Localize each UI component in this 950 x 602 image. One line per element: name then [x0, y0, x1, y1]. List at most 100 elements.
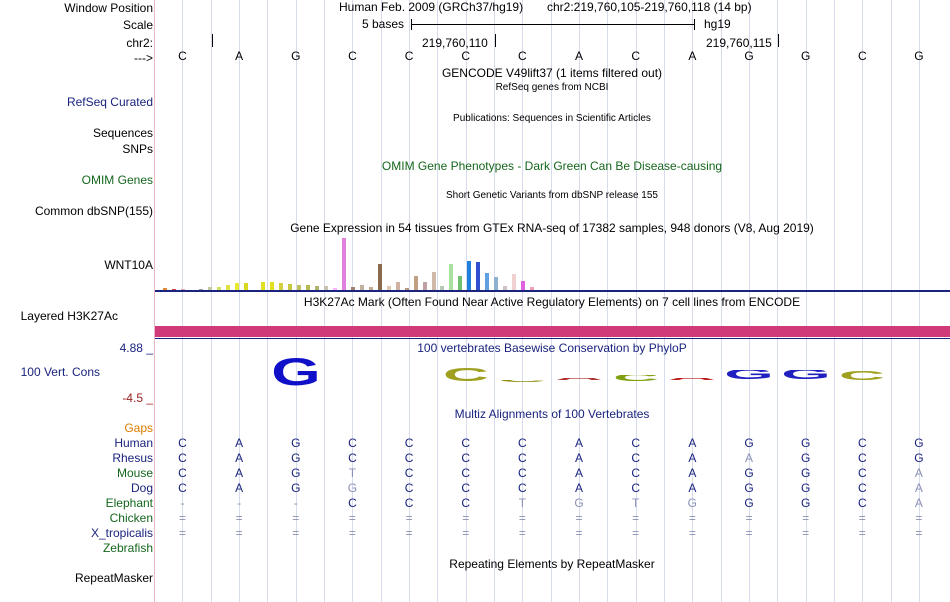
- gtex-tissue-bar[interactable]: [440, 286, 445, 290]
- alignment-base: A: [235, 466, 244, 480]
- gtex-tissue-bar[interactable]: [377, 264, 382, 290]
- alignment-base: C: [857, 451, 867, 465]
- gtex-tissue-bar[interactable]: [485, 273, 490, 290]
- track-title-multiz[interactable]: Multiz Alignments of 100 Vertebrates: [454, 407, 650, 421]
- alignment-base: C: [178, 481, 187, 495]
- track-title-dbsnp[interactable]: Short Genetic Variants from dbSNP releas…: [446, 190, 658, 201]
- track-title-publications[interactable]: Publications: Sequences in Scientific Ar…: [453, 113, 651, 124]
- species-label[interactable]: Chicken: [109, 511, 153, 525]
- label-chrom[interactable]: chr2:: [126, 36, 153, 50]
- gtex-tissue-bar[interactable]: [467, 261, 472, 290]
- reference-base: A: [688, 49, 697, 63]
- alignment-base: =: [745, 526, 753, 540]
- gtex-tissue-bar[interactable]: [261, 282, 266, 290]
- alignment-base: =: [858, 511, 866, 525]
- grid-line: [210, 0, 212, 602]
- species-label[interactable]: Rhesus: [112, 451, 153, 465]
- species-label[interactable]: Mouse: [116, 466, 153, 480]
- gtex-tissue-bar[interactable]: [413, 276, 418, 290]
- gtex-tissue-bar[interactable]: [404, 288, 409, 290]
- alignment-base: -: [293, 496, 298, 510]
- species-label[interactable]: Human: [114, 436, 153, 450]
- phylop-logo-letter: C: [280, 380, 764, 382]
- gtex-tissue-bar[interactable]: [503, 286, 508, 290]
- label-scale[interactable]: Scale: [122, 18, 153, 32]
- track-title-h3k27ac[interactable]: H3K27Ac Mark (Often Found Near Active Re…: [303, 295, 801, 309]
- grid-line: [408, 0, 410, 602]
- label-snps[interactable]: SNPs: [122, 142, 153, 156]
- track-title-gencode[interactable]: GENCODE V49lift37 (1 items filtered out): [441, 66, 663, 80]
- alignment-base: C: [404, 436, 414, 450]
- gtex-tissue-bar[interactable]: [359, 285, 364, 290]
- gtex-tissue-bar[interactable]: [494, 277, 499, 290]
- gtex-tissue-bar[interactable]: [225, 285, 230, 290]
- gtex-tissue-bar[interactable]: [315, 286, 320, 290]
- reference-base: A: [235, 49, 244, 63]
- gtex-tissue-bar[interactable]: [342, 238, 346, 290]
- alignment-base: C: [857, 496, 867, 510]
- grid-line: [437, 0, 439, 602]
- label-gaps[interactable]: Gaps: [124, 421, 153, 435]
- label-strand[interactable]: --->: [134, 51, 153, 65]
- position-readout: chr2:219,760,105-219,760,118 (14 bp): [547, 0, 752, 14]
- assembly-title: Human Feb. 2009 (GRCh37/hg19): [339, 0, 524, 14]
- gtex-tissue-bar[interactable]: [386, 286, 391, 290]
- label-common-dbsnp[interactable]: Common dbSNP(155): [34, 204, 153, 218]
- gtex-tissue-bar[interactable]: [422, 282, 427, 290]
- gtex-tissue-bar[interactable]: [324, 286, 329, 290]
- gtex-tissue-bar[interactable]: [368, 287, 373, 290]
- track-title-omim[interactable]: OMIM Gene Phenotypes - Dark Green Can Be…: [381, 159, 723, 173]
- alignment-base: G: [744, 436, 754, 450]
- gtex-tissue-bar[interactable]: [288, 284, 293, 290]
- label-omim-genes[interactable]: OMIM Genes: [81, 173, 153, 187]
- grid-line: [918, 0, 920, 602]
- gtex-tissue-bar[interactable]: [270, 282, 275, 290]
- gtex-tissue-bar[interactable]: [458, 276, 463, 290]
- grid-line: [890, 0, 892, 602]
- grid-line: [748, 0, 750, 602]
- label-refseq-curated[interactable]: RefSeq Curated: [66, 95, 153, 109]
- gtex-tissue-bar[interactable]: [198, 289, 203, 290]
- label-repeatmasker[interactable]: RepeatMasker: [74, 571, 153, 585]
- track-title-refseq[interactable]: RefSeq genes from NCBI: [495, 82, 609, 93]
- gtex-tissue-bar[interactable]: [521, 281, 525, 290]
- gtex-tissue-bar[interactable]: [350, 287, 355, 290]
- label-layered-h3k27ac[interactable]: Layered H3K27Ac: [20, 309, 118, 323]
- gtex-tissue-bar[interactable]: [171, 289, 176, 290]
- label-wnt10a[interactable]: WNT10A: [104, 258, 153, 272]
- gtex-tissue-bar[interactable]: [431, 272, 436, 290]
- species-label[interactable]: Dog: [130, 481, 153, 495]
- alignment-base: A: [235, 451, 244, 465]
- gtex-tissue-bar[interactable]: [306, 285, 311, 290]
- label-100-vert-cons[interactable]: 100 Vert. Cons: [20, 365, 100, 379]
- species-label[interactable]: Elephant: [105, 496, 153, 510]
- gtex-tissue-bar[interactable]: [207, 287, 212, 290]
- gtex-tissue-bar[interactable]: [243, 283, 248, 290]
- alignment-base: =: [688, 526, 696, 540]
- species-label[interactable]: X_tropicalis: [90, 526, 153, 540]
- label-sequences[interactable]: Sequences: [92, 126, 153, 140]
- label-window-position[interactable]: Window Position: [64, 1, 153, 15]
- gtex-tissue-bar[interactable]: [234, 283, 239, 290]
- gtex-tissue-bar[interactable]: [512, 274, 517, 290]
- track-title-gtex[interactable]: Gene Expression in 54 tissues from GTEx …: [290, 221, 814, 235]
- gtex-tissue-bar[interactable]: [216, 287, 221, 290]
- alignment-base: C: [178, 436, 187, 450]
- alignment-base: C: [461, 466, 471, 480]
- gtex-tissue-bar[interactable]: [297, 285, 302, 290]
- alignment-base: C: [631, 451, 641, 465]
- db-label: hg19: [704, 17, 731, 31]
- alignment-base: =: [292, 526, 300, 540]
- h3k27ac-signal-band[interactable]: [155, 326, 950, 337]
- gtex-tissue-bar[interactable]: [395, 282, 400, 290]
- species-label[interactable]: Zebrafish: [102, 541, 153, 555]
- gtex-tissue-bar[interactable]: [279, 283, 284, 290]
- gtex-tissue-bar[interactable]: [449, 264, 454, 290]
- track-title-phylop[interactable]: 100 vertebrates Basewise Conservation by…: [417, 341, 687, 355]
- gtex-tissue-bar[interactable]: [163, 288, 167, 290]
- track-title-repeatmasker[interactable]: Repeating Elements by RepeatMasker: [449, 557, 655, 571]
- gtex-tissue-bar[interactable]: [529, 287, 534, 290]
- gtex-tissue-bar[interactable]: [333, 288, 338, 290]
- gtex-tissue-bar[interactable]: [476, 262, 481, 290]
- gtex-tissue-bar[interactable]: [180, 289, 185, 290]
